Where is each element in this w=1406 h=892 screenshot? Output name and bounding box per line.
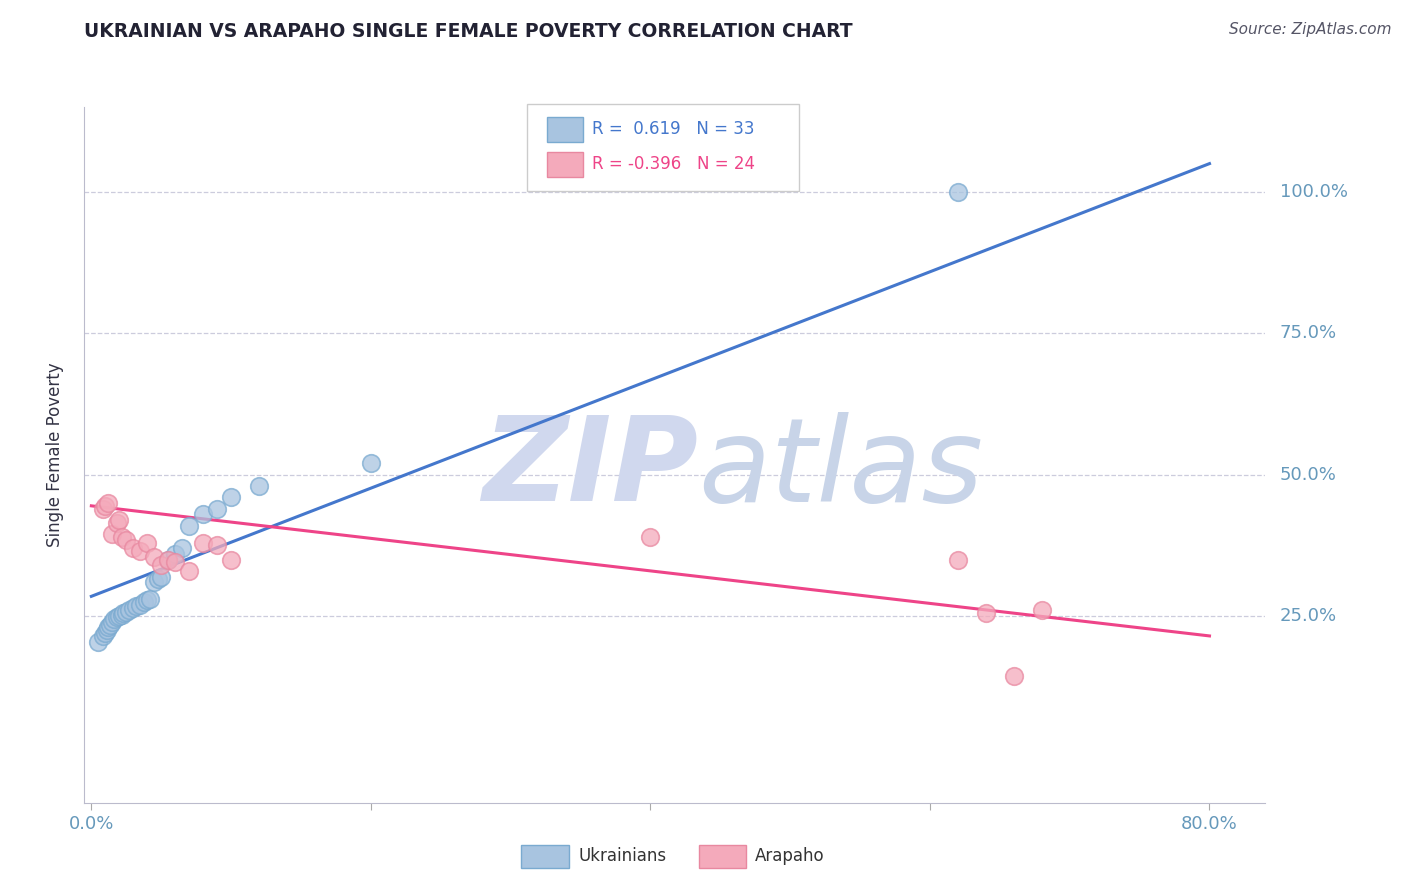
Point <box>205 538 228 552</box>
Point <box>150 569 173 583</box>
Point <box>165 555 187 569</box>
Point <box>108 609 131 624</box>
Point <box>640 530 662 544</box>
Point <box>157 552 180 566</box>
Point <box>101 615 124 629</box>
Point <box>139 592 162 607</box>
FancyBboxPatch shape <box>527 103 799 191</box>
Point <box>112 607 135 621</box>
Point <box>946 552 969 566</box>
Bar <box>699 846 745 868</box>
Text: 100.0%: 100.0% <box>1279 183 1347 201</box>
Text: 75.0%: 75.0% <box>1279 325 1337 343</box>
Point <box>1031 603 1053 617</box>
Point <box>165 547 187 561</box>
Point <box>105 610 128 624</box>
Point <box>94 499 117 513</box>
Text: 50.0%: 50.0% <box>1279 466 1337 483</box>
Text: R = -0.396   N = 24: R = -0.396 N = 24 <box>592 155 755 173</box>
Point <box>136 593 159 607</box>
Bar <box>522 846 568 868</box>
Text: Ukrainians: Ukrainians <box>578 847 666 865</box>
Point <box>136 535 159 549</box>
Point <box>1002 668 1025 682</box>
Point <box>172 541 194 556</box>
Point <box>91 629 114 643</box>
Point <box>96 624 118 638</box>
Point <box>974 607 997 621</box>
Text: Source: ZipAtlas.com: Source: ZipAtlas.com <box>1229 22 1392 37</box>
Point <box>94 626 117 640</box>
Bar <box>547 117 582 142</box>
Text: Arapaho: Arapaho <box>755 847 825 865</box>
Point <box>122 600 145 615</box>
Point <box>219 552 242 566</box>
Point <box>148 573 170 587</box>
Point <box>87 634 110 648</box>
Point <box>103 612 125 626</box>
Point <box>150 558 173 573</box>
Point <box>101 527 124 541</box>
Point <box>247 479 270 493</box>
Point <box>108 513 131 527</box>
Point <box>143 575 166 590</box>
Point <box>105 516 128 530</box>
Point <box>179 564 201 578</box>
Point <box>129 544 152 558</box>
Point <box>115 533 138 547</box>
Point <box>97 620 120 634</box>
Point <box>115 605 138 619</box>
Text: 25.0%: 25.0% <box>1279 607 1337 625</box>
Point <box>205 501 228 516</box>
Point <box>360 457 382 471</box>
Point <box>191 535 214 549</box>
Bar <box>547 152 582 177</box>
Point <box>118 603 141 617</box>
Point <box>97 496 120 510</box>
Point <box>179 518 201 533</box>
Point <box>219 491 242 505</box>
Point <box>122 541 145 556</box>
Point <box>111 607 134 622</box>
Point <box>129 598 152 612</box>
Point <box>98 617 121 632</box>
Point <box>134 595 156 609</box>
Y-axis label: Single Female Poverty: Single Female Poverty <box>45 363 63 547</box>
Point <box>125 599 148 613</box>
Text: atlas: atlas <box>699 412 984 526</box>
Point <box>111 530 134 544</box>
Point <box>157 552 180 566</box>
Text: ZIP: ZIP <box>482 411 699 526</box>
Point <box>143 549 166 564</box>
Point <box>91 501 114 516</box>
Point <box>191 508 214 522</box>
Text: UKRAINIAN VS ARAPAHO SINGLE FEMALE POVERTY CORRELATION CHART: UKRAINIAN VS ARAPAHO SINGLE FEMALE POVER… <box>84 22 853 41</box>
Point <box>946 185 969 199</box>
Text: R =  0.619   N = 33: R = 0.619 N = 33 <box>592 120 755 138</box>
